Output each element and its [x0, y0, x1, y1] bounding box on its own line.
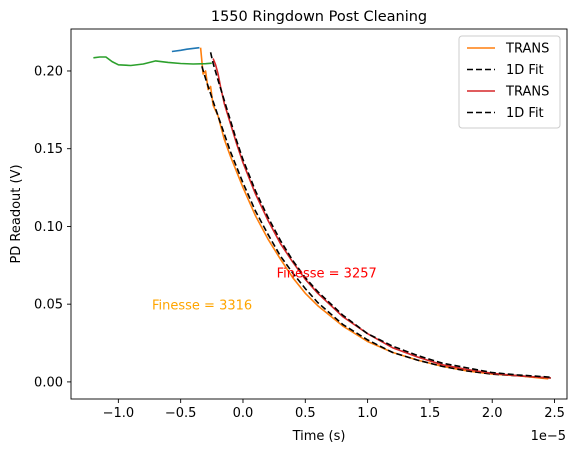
annotation-finesse-2: Finesse = 3257 [277, 267, 377, 282]
plot-area-frame [70, 28, 568, 400]
series-layer [93, 46, 551, 380]
y-tick-label: 0.10 [34, 220, 63, 235]
series-line-1 [171, 46, 200, 53]
y-tick-label: 0.05 [34, 298, 63, 313]
x-tick-label: 2.5 [544, 406, 565, 421]
legend-label: TRANS [505, 42, 549, 57]
legend-box [458, 35, 561, 129]
series-line-4 [93, 56, 212, 67]
y-axis: 0.00 0.05 0.10 0.15 0.20 [34, 64, 71, 390]
annotation-finesse-1: Finesse = 3316 [152, 299, 252, 314]
y-tick-label: 0.15 [34, 142, 63, 157]
x-tick-label: 0.0 [233, 406, 254, 421]
legend-label: TRANS [505, 85, 549, 100]
x-tick-label: −1.0 [103, 406, 135, 421]
y-tick-label: 0.20 [34, 64, 63, 79]
legend-label: 1D Fit [506, 106, 544, 121]
x-tick-label: −0.5 [165, 406, 197, 421]
x-axis-offset-label: 1e−5 [531, 429, 566, 444]
x-tick-label: 1.0 [357, 406, 378, 421]
y-axis-label: PD Readout (V) [9, 164, 24, 263]
annotation-layer: Finesse = 3316 Finesse = 3257 [152, 267, 377, 314]
series-line-6-fit [209, 52, 551, 378]
x-axis: −1.0 −0.5 0.0 0.5 1.0 1.5 2.0 2.5 [103, 399, 565, 421]
legend: TRANS 1D Fit TRANS 1D Fit [458, 35, 561, 129]
chart-title: 1550 Ringdown Post Cleaning [211, 9, 427, 25]
legend-label: 1D Fit [506, 63, 544, 78]
x-axis-label: Time (s) [292, 429, 346, 444]
x-tick-label: 2.0 [482, 406, 503, 421]
x-tick-label: 0.5 [295, 406, 316, 421]
x-tick-label: 1.5 [420, 406, 441, 421]
series-line-3-fit [201, 66, 551, 379]
y-tick-label: 0.00 [34, 375, 63, 390]
